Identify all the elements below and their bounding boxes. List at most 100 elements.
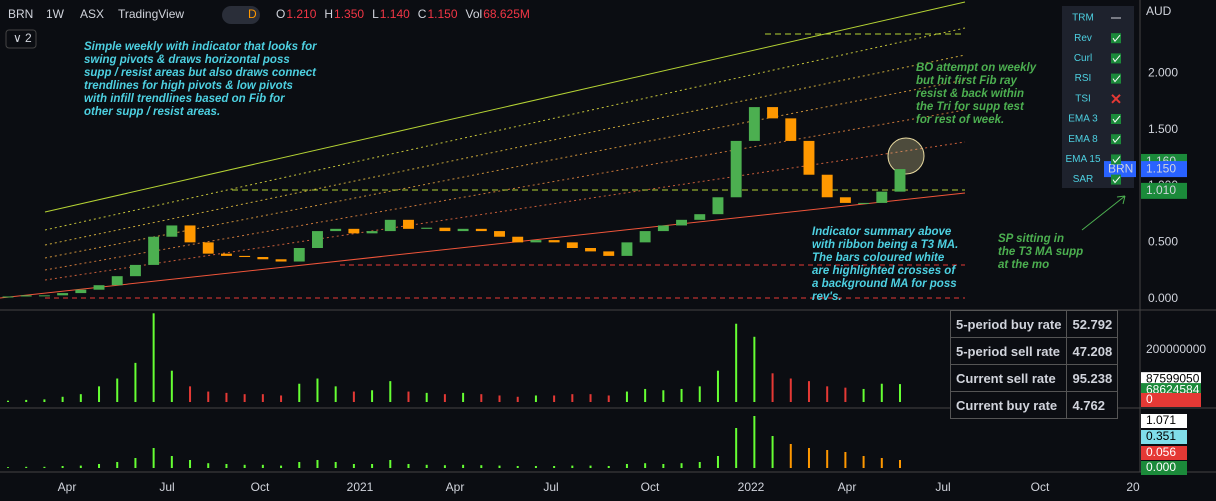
volume-bar (826, 386, 829, 402)
osc-bar (443, 465, 446, 468)
osc-bar (7, 467, 9, 468)
volume-marker (1141, 393, 1201, 407)
check[interactable] (1112, 135, 1121, 144)
volume-bar (207, 391, 210, 402)
volume-bar (807, 381, 810, 402)
volume-bar (716, 370, 719, 402)
exchange: ASX (80, 7, 104, 21)
indicator-check[interactable] (1111, 154, 1121, 165)
x-tick-label: Apr (446, 480, 465, 494)
volume-bar (425, 392, 428, 402)
annotation: BO attempt on weekly but hit first Fib r… (916, 62, 1037, 126)
osc-bar (316, 460, 319, 468)
indicator-check[interactable] (1111, 33, 1121, 44)
osc-marker (1141, 430, 1187, 444)
volume-bar (334, 386, 337, 402)
annotation: SP sitting in the T3 MA supp at the mo (998, 233, 1084, 271)
volume-bar (571, 394, 574, 402)
candle (767, 107, 779, 119)
osc-bar (225, 464, 228, 468)
indicator-check[interactable] (1111, 134, 1121, 145)
osc-bar (753, 416, 756, 468)
collapse-btn[interactable] (5, 29, 37, 49)
indicator-check[interactable] (1111, 53, 1121, 64)
indicator-label: RSI (1075, 73, 1092, 84)
osc-bar (61, 466, 64, 468)
osc-marker-label: 1.071 (1146, 413, 1176, 427)
candle (330, 228, 342, 232)
candle (694, 214, 706, 220)
osc-bar (807, 448, 810, 468)
y-tick-label: 0.000 (1148, 291, 1178, 305)
indicator-cross[interactable] (1111, 94, 1121, 104)
badge[interactable]: D (248, 7, 257, 21)
osc-marker-label: 0.000 (1146, 460, 1176, 474)
symbol-tag (1104, 161, 1136, 178)
ohlc-value: 1.150 (427, 7, 457, 21)
osc-bar (280, 465, 283, 468)
check[interactable] (1112, 34, 1121, 43)
osc-bar (407, 464, 410, 468)
volume-bar (880, 383, 883, 402)
indicator-label: TSI (1075, 93, 1091, 104)
candle (512, 236, 524, 243)
candle (93, 285, 105, 290)
x-tick-label: 2022 (738, 480, 765, 494)
check[interactable] (1112, 55, 1121, 63)
osc-bar (735, 428, 738, 468)
badge-bg[interactable] (222, 6, 260, 24)
check[interactable] (1112, 156, 1121, 164)
candle (475, 228, 487, 232)
symbol: BRN (8, 7, 33, 21)
y-tick-label: 1.500 (1148, 122, 1178, 136)
osc-marker (1141, 446, 1187, 460)
volume-bar (371, 390, 374, 402)
osc-bar (25, 466, 28, 468)
x-tick-label: Apr (838, 480, 857, 494)
indicator-check[interactable] (1111, 174, 1121, 185)
candle (839, 197, 851, 203)
candle (858, 202, 870, 204)
indicator-check[interactable] (1111, 73, 1121, 84)
osc-bar (79, 465, 82, 468)
volume-bar (152, 313, 155, 402)
volume-bar (243, 394, 246, 402)
y-tick-label: 200000000 (1146, 342, 1206, 356)
table-cell: 52.792 (1066, 310, 1119, 338)
candle (821, 174, 833, 198)
check[interactable] (1112, 75, 1121, 83)
volume-bar (844, 387, 847, 402)
check[interactable] (1112, 115, 1121, 123)
volume-marker-label: 0 (1146, 392, 1153, 406)
volume-bar (7, 400, 9, 402)
volume-bar (753, 336, 756, 402)
osc-bar (771, 436, 774, 468)
osc-bar (571, 465, 574, 468)
indicator-check[interactable] (1111, 114, 1121, 124)
osc-bar (207, 463, 210, 468)
candle (803, 140, 815, 175)
candle (730, 140, 742, 198)
osc-bar (899, 460, 901, 468)
collapse-icon[interactable]: ∨ (13, 31, 22, 45)
volume-bar (735, 323, 738, 402)
ohlc-label: O (276, 7, 285, 21)
osc-bar (880, 458, 883, 468)
table-cell: Current sell rate (949, 364, 1068, 392)
x-tick-label: 20 (1126, 480, 1140, 494)
volume-marker-label: 87599050 (1146, 371, 1200, 385)
volume-marker-label: 68624584 (1146, 382, 1200, 396)
candle (148, 236, 160, 265)
volume-bar (698, 386, 701, 402)
check[interactable] (1112, 176, 1121, 184)
collapse-count[interactable]: 2 (25, 31, 32, 45)
osc-bar (789, 444, 792, 468)
table-cell: Current buy rate (949, 391, 1068, 419)
volume-bar (662, 390, 665, 402)
osc-bar (389, 460, 392, 468)
osc-bar (844, 452, 847, 468)
osc-bar (352, 464, 355, 468)
y-tick-label: 0.500 (1148, 235, 1178, 249)
volume-bar (98, 386, 101, 402)
candle (748, 107, 760, 141)
